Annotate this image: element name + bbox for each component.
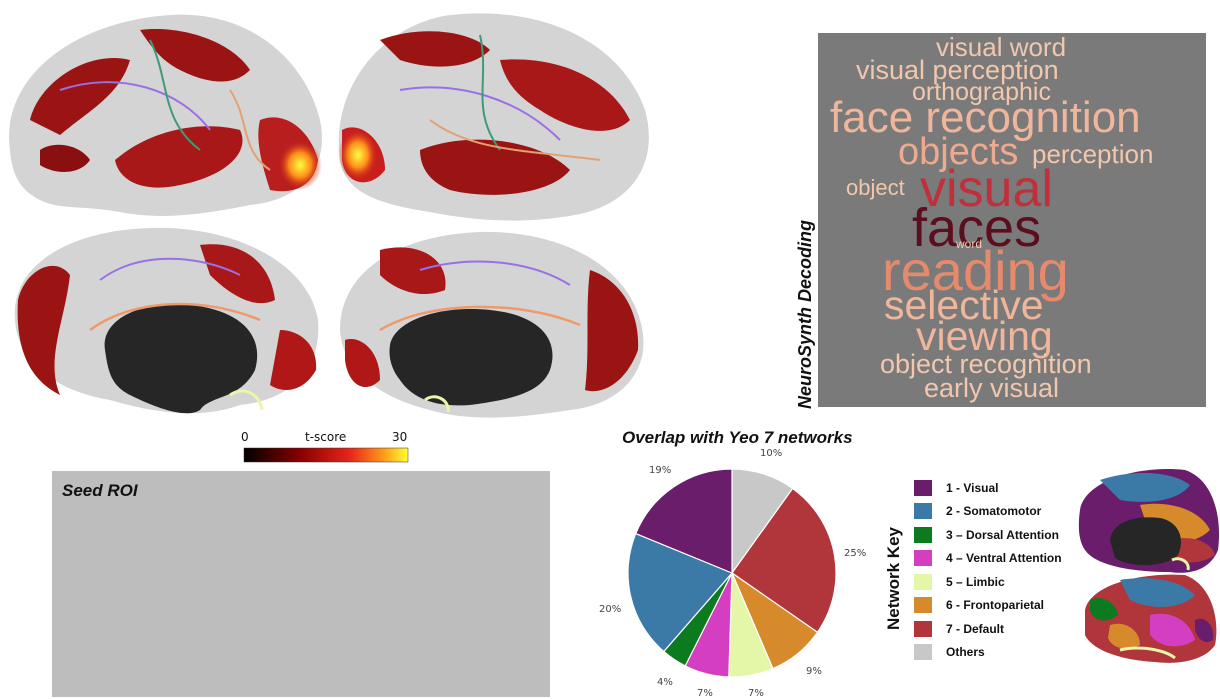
legend-label: 7 - Default: [946, 621, 1005, 636]
word-word: word: [956, 237, 983, 251]
word-orthographic: orthographic: [912, 78, 1051, 106]
brain-left-medial: [14, 227, 319, 414]
word-object: object: [846, 175, 905, 200]
legend-item-visual: 1 - Visual: [914, 476, 1062, 500]
word-visual-perception: visual perception: [856, 55, 1059, 85]
word-object-recognition: object recognition: [880, 349, 1092, 379]
legend-item-dorsal-attention: 3 – Dorsal Attention: [914, 523, 1062, 547]
network-key-title: Network Key: [884, 527, 903, 630]
legend-swatch: [914, 503, 932, 520]
neurosynth-title: NeuroSynth Decoding: [795, 220, 815, 410]
pie-chart: [627, 468, 837, 678]
colorbar-min-label: 0: [241, 430, 249, 444]
pct-label-visual: 19%: [649, 465, 672, 476]
brain-right-medial: [340, 231, 644, 418]
pie-slice-1-visual: [634, 468, 733, 574]
legend-swatch: [914, 526, 932, 543]
seed-roi-title: Seed ROI: [62, 481, 138, 500]
colorbar-title: t-score: [305, 430, 347, 444]
tscore-colorbar: [243, 447, 409, 463]
pct-label-ventral-attention: 7%: [697, 688, 713, 699]
legend-item-frontoparietal: 6 - Frontoparietal: [914, 594, 1062, 618]
word-objects: objects: [898, 131, 1019, 173]
word-perception: perception: [1032, 139, 1154, 169]
pct-label-limbic: 7%: [748, 688, 764, 699]
legend-swatch: [914, 550, 932, 567]
legend-label: 4 – Ventral Attention: [946, 551, 1062, 566]
pct-label-dorsal-attention: 4%: [657, 677, 673, 688]
pct-label-somatomotor: 20%: [599, 604, 622, 615]
brain-left-lateral: [9, 14, 322, 216]
legend-swatch: [914, 597, 932, 614]
brain-right-lateral: [338, 13, 649, 221]
legend-label: 1 - Visual: [946, 480, 999, 495]
word-cloud-panel: visual word visual perception orthograph…: [818, 33, 1206, 407]
pct-label-default: 25%: [844, 548, 867, 559]
legend-label: 3 – Dorsal Attention: [946, 527, 1059, 542]
network-atlas-brains: [1078, 469, 1220, 663]
word-viewing: viewing: [916, 313, 1053, 359]
legend-swatch: [914, 573, 932, 590]
legend-swatch: [914, 620, 932, 637]
pct-label-others: 10%: [760, 448, 783, 459]
pie-slice-2-somatomotor: [627, 532, 734, 653]
pct-label-frontoparietal: 9%: [806, 666, 822, 677]
legend-item-somatomotor: 2 - Somatomotor: [914, 500, 1062, 524]
legend-item-ventral-attention: 4 – Ventral Attention: [914, 547, 1062, 571]
legend-swatch: [914, 479, 932, 496]
word-visual: visual: [920, 160, 1053, 218]
pie-title: Overlap with Yeo 7 networks: [622, 428, 853, 447]
colorbar-max-label: 30: [392, 430, 408, 444]
legend-label: 6 - Frontoparietal: [946, 598, 1045, 613]
word-visual-word: visual word: [936, 33, 1067, 62]
legend-item-default: 7 - Default: [914, 617, 1062, 641]
network-legend: 1 - Visual 2 - Somatomotor 3 – Dorsal At…: [914, 476, 1062, 664]
legend-label: 5 – Limbic: [946, 574, 1005, 589]
pie-slice-7-default: [731, 487, 837, 634]
legend-swatch: [914, 644, 932, 661]
seed-roi-panel: Seed ROI: [52, 471, 550, 697]
word-selective: selective: [884, 282, 1044, 328]
word-face-recognition: face recognition: [830, 93, 1141, 142]
word-faces: faces: [912, 198, 1042, 258]
word-reading: reading: [882, 239, 1069, 302]
legend-item-others: Others: [914, 641, 1062, 665]
legend-label: Others: [946, 645, 985, 660]
legend-item-limbic: 5 – Limbic: [914, 570, 1062, 594]
word-early-visual: early visual: [924, 373, 1060, 403]
legend-label: 2 - Somatomotor: [946, 504, 1042, 519]
